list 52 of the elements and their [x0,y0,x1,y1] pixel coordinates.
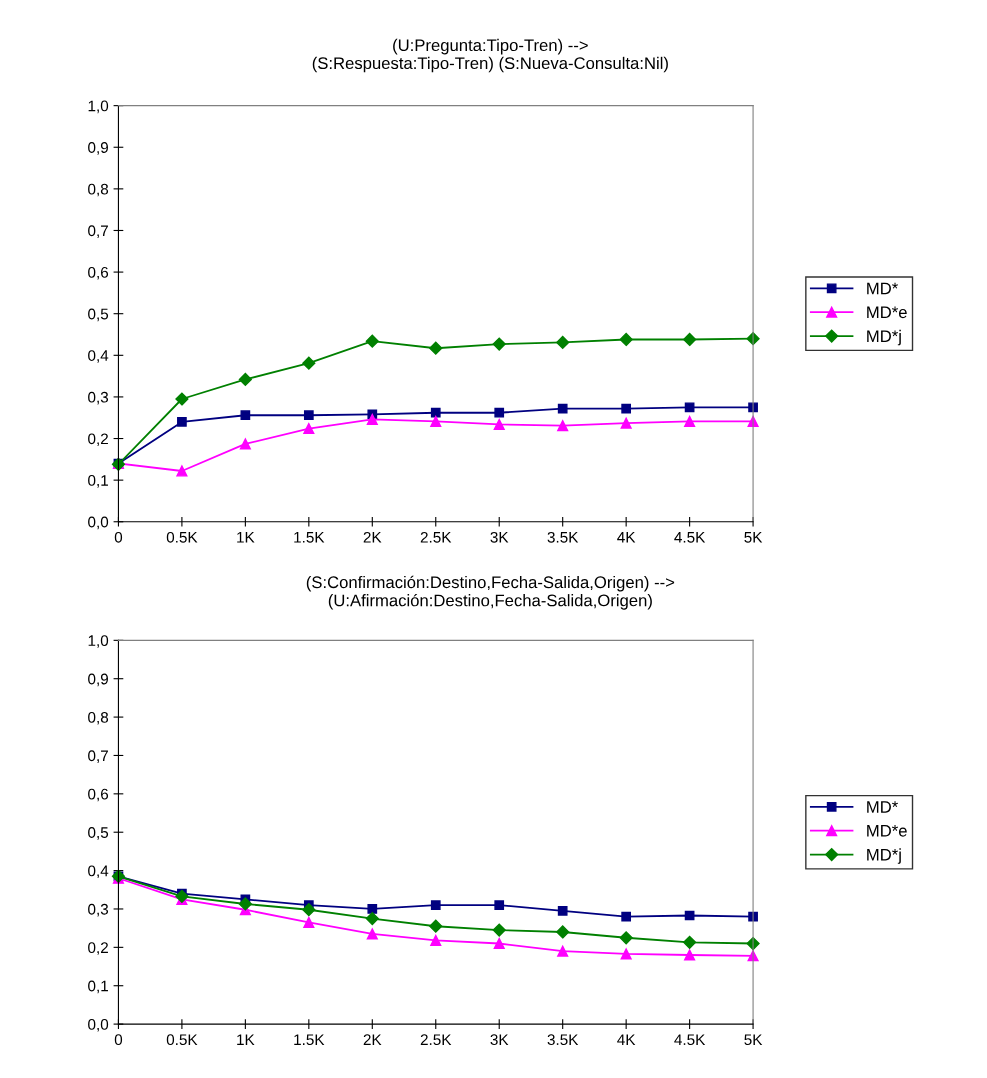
legend-label: MD* [867,801,898,813]
y-tick-label: 0,2 [88,433,108,447]
y-tick-label: 0,5 [88,827,109,840]
y-tick-label: 0,7 [88,225,108,238]
x-tick-label: 2K [363,1034,382,1045]
x-tick-label: 3K [490,531,509,543]
x-tick-label: 1K [237,532,255,543]
y-tick-label: 0,9 [88,673,108,687]
x-tick-label: 3K [490,1034,509,1046]
y-tick-label: 0,7 [88,750,108,763]
y-tick-label: 0,9 [88,142,108,155]
y-tick-label: 0,4 [88,865,109,879]
x-tick-label: 4K [617,1034,636,1045]
x-tick-label: 2.5K [420,1034,452,1046]
x-tick-label: 0 [114,531,123,543]
chart-title: (U:Pregunta:Tipo-Tren) --> (S:Respuesta:Tipo-Tren) (S:Nueva-Consulta:Nil) [312,38,668,73]
legend-label: MD*j [867,329,901,346]
x-tick-label: 2K [363,531,382,543]
y-tick-label: 0,4 [88,350,109,363]
y-tick-label: 1,0 [88,635,109,648]
chart-title: (S:Confirmación:Destino,Fecha-Salida,Origen) --> (U:Afirmación:Destino,Fecha-Salida,Origen) [306,575,675,610]
x-tick-label: 2.5K [420,531,452,543]
y-tick-label: 1,0 [88,100,109,114]
x-tick-label: 0.5K [166,1034,198,1046]
x-tick-label: 5K [744,532,763,543]
x-tick-label: 0 [114,1034,123,1046]
legend-label: MD* [867,282,898,295]
x-tick-label: 0.5K [166,531,198,543]
y-tick-label: 0,3 [88,391,109,405]
x-tick-label: 4.5K [674,1034,706,1046]
y-tick-label: 0,2 [88,942,108,955]
y-tick-label: 0,1 [88,475,108,488]
legend-label: MD*j [867,848,901,864]
y-tick-label: 0,5 [88,308,109,322]
x-tick-label: 1K [237,1034,255,1045]
x-tick-label: 1.5K [294,1034,325,1046]
x-tick-label: 5K [744,1034,763,1046]
y-tick-label: 0,6 [88,788,109,802]
x-tick-label: 4K [617,532,636,543]
y-tick-label: 0,8 [88,183,109,197]
x-tick-label: 3.5K [547,531,579,543]
x-tick-label: 4.5K [674,532,706,543]
legend-label: MD*e [867,825,907,837]
x-tick-label: 1.5K [294,532,325,543]
y-tick-label: 0,6 [88,266,109,280]
y-tick-label: 0,0 [88,1018,109,1032]
x-tick-label: 3.5K [547,1034,579,1046]
y-tick-label: 0,1 [88,980,108,994]
legend-label: MD*e [867,306,907,319]
y-tick-label: 0,8 [88,711,109,725]
y-tick-label: 0,3 [88,903,109,917]
y-tick-label: 0,0 [88,516,109,530]
